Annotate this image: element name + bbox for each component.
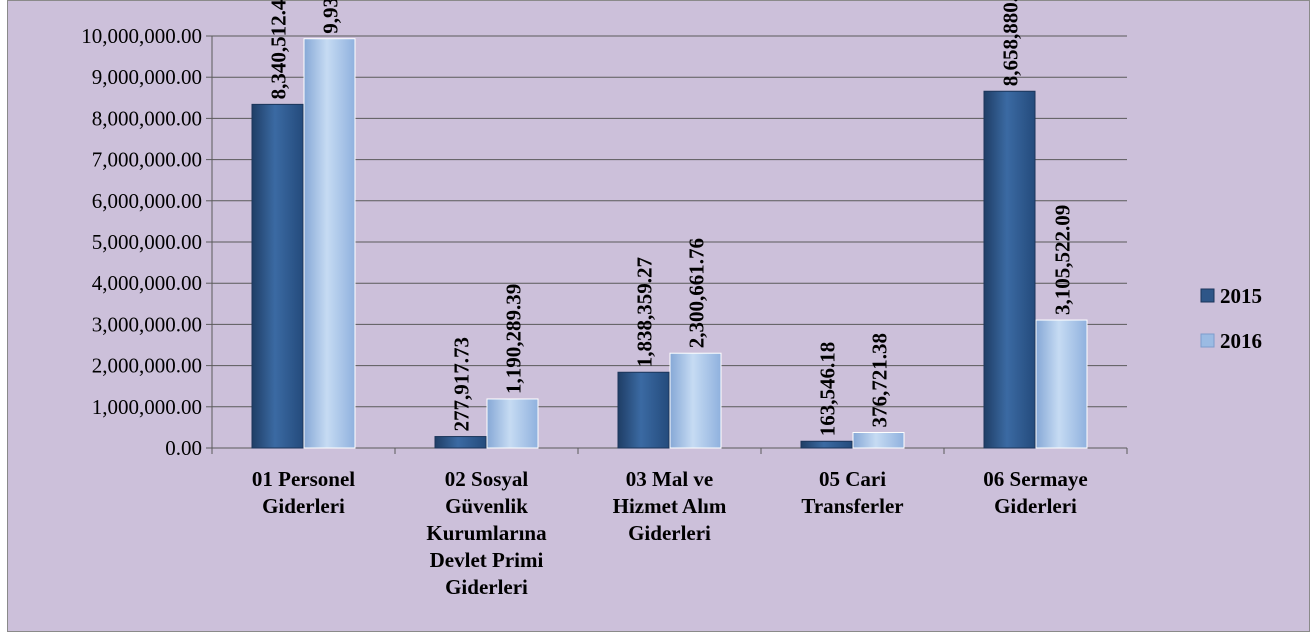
category-label-line: 01 Personel	[252, 467, 355, 491]
category-label: 06 Sermaye Giderleri	[983, 467, 1087, 518]
category-label-line: 03 Mal ve	[626, 467, 713, 491]
y-tick-label: 10,000,000.00	[81, 24, 202, 48]
chart-frame	[7, 0, 1310, 632]
data-label-2015-5: 8,658,880.44	[999, 0, 1023, 86]
data-label-2015-3: 1,838,359.27	[633, 257, 657, 367]
category-label-line: 05 Cari	[819, 467, 886, 491]
gridlines	[212, 35, 1127, 408]
bar-2016-3	[669, 352, 722, 449]
data-label-2015-4: 163,546.18	[816, 342, 840, 437]
category-label-line: Hizmet Alım	[613, 494, 727, 518]
bar-2015-2	[434, 436, 487, 449]
category-label-line: Transferler	[801, 494, 903, 518]
data-label-2015-2: 277,917.73	[450, 337, 474, 432]
category-label: 03 Mal ve Hizmet Alım Giderleri	[613, 467, 727, 545]
data-label-2016-5: 3,105,522.09	[1051, 205, 1075, 315]
y-tick-label: 3,000,000.00	[92, 312, 202, 336]
category-label-line: 06 Sermaye	[983, 467, 1087, 491]
category-label-line: 02 Sosyal	[445, 467, 529, 491]
bar-2016-2	[486, 398, 539, 449]
category-label-line: Kurumlarına	[426, 521, 547, 545]
category-label-line: Giderleri	[262, 494, 345, 518]
legend: 2015 2016	[1200, 284, 1262, 353]
category-label-line: Giderleri	[994, 494, 1077, 518]
y-tick-label: 5,000,000.00	[92, 230, 202, 254]
y-tick-label: 7,000,000.00	[92, 148, 202, 172]
data-label-2016-4: 376,721.38	[868, 333, 892, 428]
data-label-2016-2: 1,190,289.39	[502, 284, 526, 394]
category-label-line: Giderleri	[445, 575, 528, 599]
legend-label-2016: 2016	[1220, 329, 1262, 353]
data-labels: 8,340,512.45 9,934,278.09 277,917.73 1,190,…	[267, 0, 1075, 436]
category-label-line: Güvenlik	[445, 494, 528, 518]
axes: 0.00 1,000,000.00 2,000,000.00 3,000,000.00…	[81, 24, 1128, 460]
y-tick-label: 0.00	[165, 436, 202, 460]
y-tick-label: 8,000,000.00	[92, 106, 202, 130]
data-label-2016-1: 9,934,278.09	[319, 0, 343, 34]
category-label-line: Giderleri	[628, 521, 711, 545]
legend-label-2015: 2015	[1220, 284, 1262, 308]
bar-2016-4	[852, 431, 905, 449]
bar-2015-3	[617, 371, 670, 449]
y-tick-label: 6,000,000.00	[92, 189, 202, 213]
bar-2015-5	[983, 90, 1036, 449]
y-tick-label: 9,000,000.00	[92, 65, 202, 89]
y-tick-label: 4,000,000.00	[92, 271, 202, 295]
y-tick-label: 2,000,000.00	[92, 354, 202, 378]
bar-2015-1	[251, 103, 304, 449]
data-label-2016-3: 2,300,661.76	[685, 238, 709, 348]
bars	[251, 38, 1088, 449]
bar-2016-1	[303, 38, 356, 449]
legend-swatch-2016	[1200, 333, 1215, 348]
legend-swatch-2015	[1200, 288, 1215, 303]
y-tick-label: 1,000,000.00	[92, 395, 202, 419]
bar-2015-4	[800, 440, 853, 449]
category-label: 05 Cari Transferler	[801, 467, 903, 518]
data-label-2015-1: 8,340,512.45	[267, 0, 291, 99]
category-label-line: Devlet Primi	[430, 548, 544, 572]
category-label: 01 Personel Giderleri	[252, 467, 355, 518]
category-label: 02 Sosyal Güvenlik Kurumlarına Devlet Primi…	[426, 467, 547, 599]
bar-2016-5	[1035, 319, 1088, 449]
category-labels: 01 Personel Giderleri 02 Sosyal Güvenlik Kur…	[252, 467, 1088, 599]
